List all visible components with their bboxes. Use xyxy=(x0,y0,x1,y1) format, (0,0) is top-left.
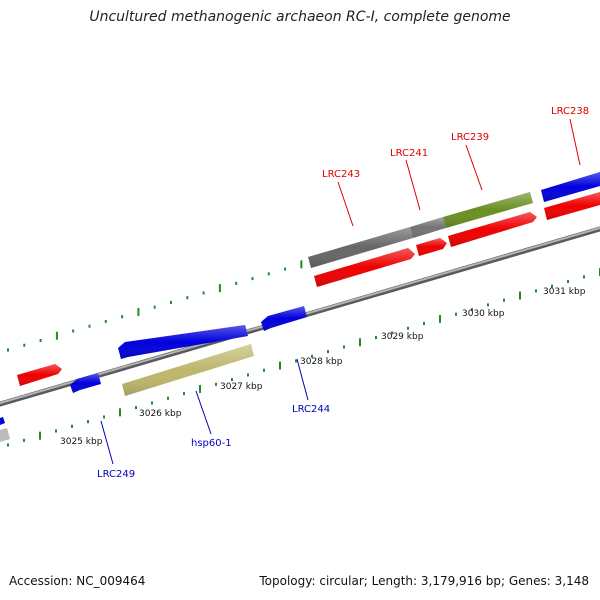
gene-reverse-1[interactable] xyxy=(118,325,248,359)
gene-features xyxy=(0,172,600,442)
accession-text: Accession: NC_009464 xyxy=(9,574,146,588)
gene-lrc238[interactable] xyxy=(541,172,600,202)
gene-left-blue[interactable] xyxy=(0,417,5,425)
gene-label-lrc239: LRC239 xyxy=(451,132,489,143)
kbp-label-3025: 3025 kbp xyxy=(60,437,103,447)
gene-label-lrc241: LRC241 xyxy=(390,148,428,159)
gene-forward-4[interactable] xyxy=(544,192,600,220)
kbp-label-3030: 3030 kbp xyxy=(462,309,505,319)
kbp-label-3026: 3026 kbp xyxy=(139,409,182,419)
gene-lrc239[interactable] xyxy=(443,192,533,228)
gene-lrc243[interactable] xyxy=(308,227,413,268)
gene-label-lrc243: LRC243 xyxy=(322,169,360,180)
kbp-label-3027: 3027 kbp xyxy=(220,382,263,392)
gene-label-lrc238: LRC238 xyxy=(551,106,589,117)
label-leaders-blue xyxy=(100,358,309,465)
gene-left-grey[interactable] xyxy=(0,428,10,442)
tick-row-lower xyxy=(7,268,600,447)
kbp-label-3031: 3031 kbp xyxy=(543,287,586,297)
label-leaders xyxy=(337,118,581,227)
gene-lrc244[interactable] xyxy=(261,306,307,331)
gene-label-lrc244: LRC244 xyxy=(292,404,330,415)
gene-label-hsp60-1: hsp60-1 xyxy=(191,438,232,449)
gene-forward-3[interactable] xyxy=(448,212,537,247)
gene-lrc241[interactable] xyxy=(410,217,446,238)
gene-forward-2[interactable] xyxy=(416,238,447,256)
map-title: Uncultured methanogenic archaeon RC-I, c… xyxy=(89,9,511,25)
gene-forward-1[interactable] xyxy=(314,248,415,287)
gene-reverse-small[interactable] xyxy=(70,373,101,393)
gene-label-lrc249: LRC249 xyxy=(97,469,135,480)
kbp-label-3028: 3028 kbp xyxy=(300,357,343,367)
topology-text: Topology: circular; Length: 3,179,916 bp… xyxy=(259,574,589,588)
gene-hsp60-1[interactable] xyxy=(122,344,254,396)
kbp-label-3029: 3029 kbp xyxy=(381,332,424,342)
gene-forward-5[interactable] xyxy=(17,364,62,386)
